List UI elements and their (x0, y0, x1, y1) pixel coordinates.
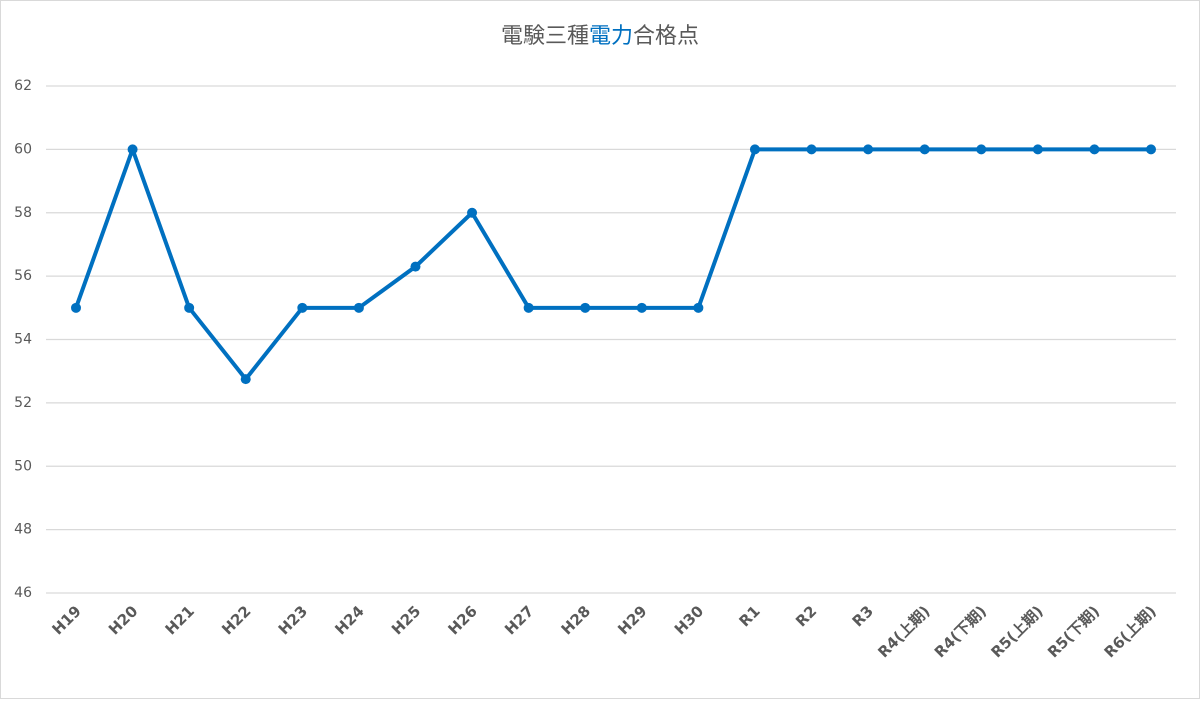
y-tick-label: 58 (14, 205, 32, 221)
y-tick-label: 50 (14, 458, 32, 474)
series-line (74, 147, 1151, 382)
y-tick-label: 54 (14, 332, 32, 348)
data-point (353, 302, 364, 313)
data-point (919, 144, 930, 155)
title-part: 電験三種 (501, 24, 589, 49)
data-point (749, 144, 760, 155)
data-point (863, 144, 874, 155)
data-point (693, 302, 704, 313)
data-point (297, 302, 308, 313)
data-point (240, 374, 251, 385)
y-tick-label: 60 (14, 141, 32, 157)
data-point (580, 302, 591, 313)
y-tick-label: 48 (14, 522, 32, 538)
y-tick-label: 56 (14, 268, 32, 284)
data-point (410, 261, 421, 272)
data-point (467, 207, 478, 218)
data-point (636, 302, 647, 313)
data-point (806, 144, 817, 155)
data-point (184, 302, 195, 313)
data-point (1146, 144, 1156, 155)
data-point (127, 144, 138, 155)
y-tick-label: 46 (14, 585, 32, 601)
data-point (523, 302, 534, 313)
data-point (1032, 144, 1043, 155)
y-tick-label: 62 (14, 78, 32, 94)
data-point (71, 302, 81, 313)
title-part: 合格点 (633, 24, 699, 49)
data-point (976, 144, 987, 155)
y-tick-label: 52 (14, 395, 32, 411)
chart-title: 電験三種電力合格点 (501, 24, 699, 49)
data-point (1089, 144, 1100, 155)
title-highlight: 電力 (589, 24, 633, 49)
